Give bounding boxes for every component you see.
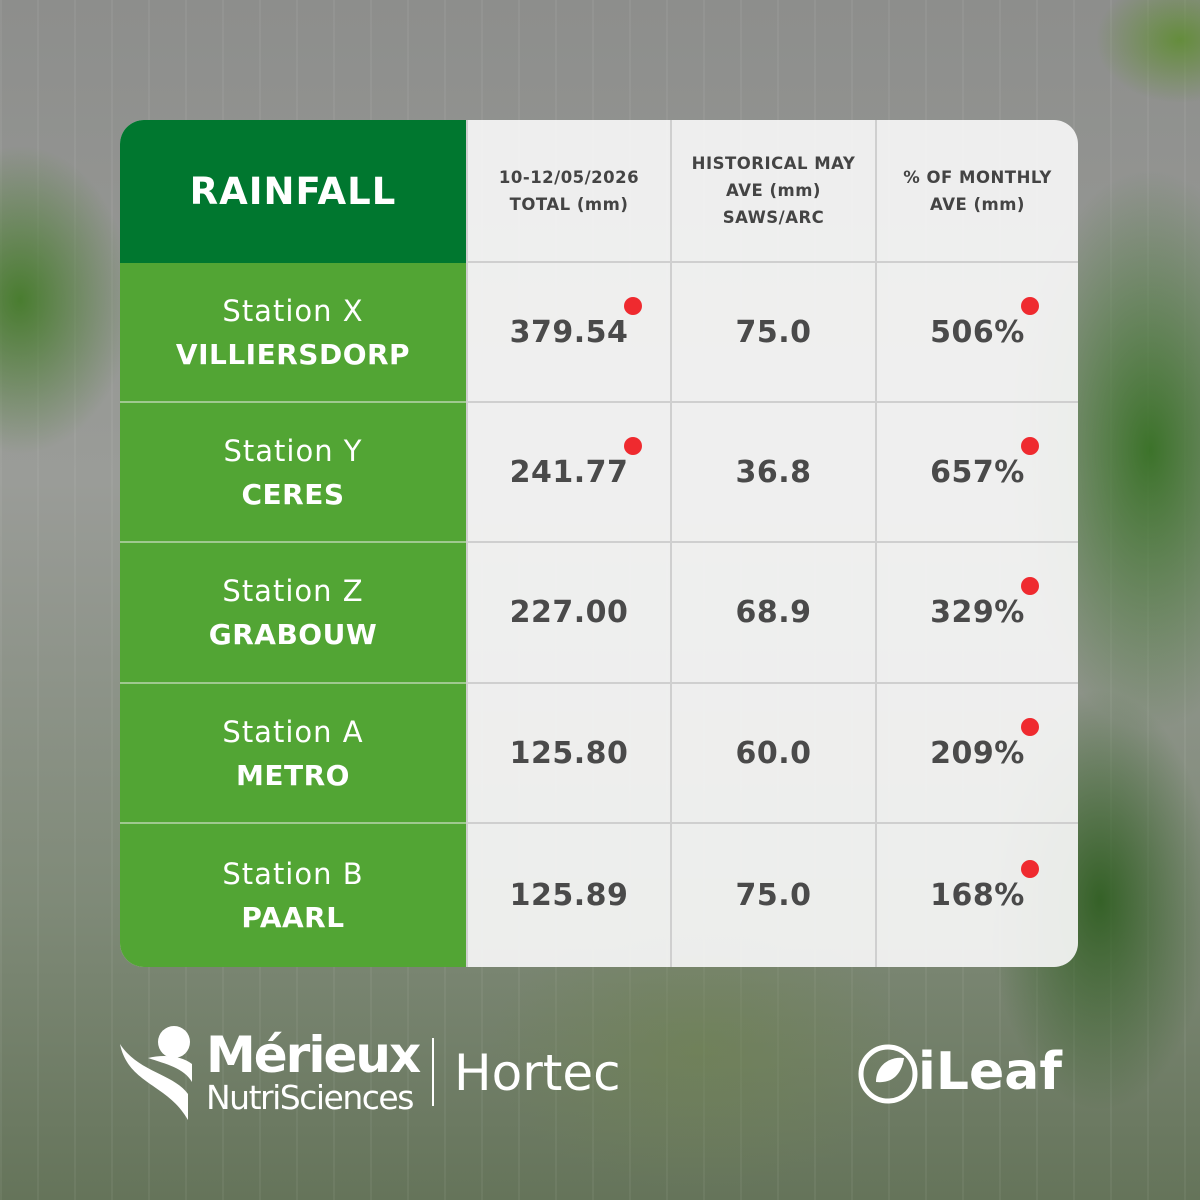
value-cell: 60.0 xyxy=(670,684,875,824)
alert-dot xyxy=(624,296,643,315)
value-cell: 125.89 xyxy=(466,824,670,967)
value-wrap: 68.9 xyxy=(735,595,811,630)
station-name: Station Z xyxy=(222,574,364,608)
value-wrap: 36.8 xyxy=(735,455,811,490)
value-wrap: 209% xyxy=(930,717,1039,771)
divider xyxy=(432,1038,434,1106)
station-cell: Station B PAARL xyxy=(120,824,466,967)
column-header-line: HISTORICAL MAY xyxy=(691,154,856,173)
merieux-logo-icon xyxy=(120,1026,192,1120)
value-cell: 168% xyxy=(875,824,1078,967)
station-name: Station B xyxy=(222,857,364,891)
value-wrap: 75.0 xyxy=(735,315,811,350)
alert-dot xyxy=(1020,436,1039,455)
value-cell: 379.54 xyxy=(466,263,670,403)
value-wrap: 241.77 xyxy=(509,436,643,490)
station-location: PAARL xyxy=(241,901,345,934)
value-cell: 657% xyxy=(875,403,1078,543)
column-header: 10-12/05/2026 TOTAL (mm) xyxy=(466,120,670,263)
alert-dot xyxy=(1020,717,1039,736)
value-cell: 241.77 xyxy=(466,403,670,543)
value-cell: 209% xyxy=(875,684,1078,824)
value-cell: 75.0 xyxy=(670,263,875,403)
value-wrap: 227.00 xyxy=(510,595,629,630)
value-wrap: 379.54 xyxy=(509,296,643,350)
app-name: iLeaf xyxy=(918,1042,1062,1102)
total-value: 241.77 xyxy=(509,454,629,490)
total-value: 379.54 xyxy=(509,314,629,350)
alert-dot xyxy=(1020,577,1039,595)
station-location: METRO xyxy=(236,758,350,792)
station-cell: Station X VILLIERSDORP xyxy=(120,263,466,403)
column-header: % OF MONTHLY AVE (mm) xyxy=(875,120,1078,263)
value-wrap: 60.0 xyxy=(735,736,811,771)
value-cell: 125.80 xyxy=(466,684,670,824)
value-cell: 36.8 xyxy=(670,403,875,543)
column-header-line: SAWS/ARC xyxy=(722,208,825,227)
value-cell: 329% xyxy=(875,543,1078,684)
average-value: 68.9 xyxy=(735,595,812,630)
station-location: VILLIERSDORP xyxy=(175,337,411,371)
total-value: 227.00 xyxy=(509,595,629,630)
total-value: 125.80 xyxy=(509,735,629,771)
column-header-line: TOTAL (mm) xyxy=(509,194,629,214)
average-value: 36.8 xyxy=(735,454,812,490)
alert-dot xyxy=(1020,860,1039,878)
partner: Hortec xyxy=(454,1044,621,1102)
value-cell: 227.00 xyxy=(466,543,670,684)
station-cell: Station A METRO xyxy=(120,684,466,824)
station-location: CERES xyxy=(241,477,345,511)
average-value: 60.0 xyxy=(735,735,812,771)
percent-value: 506% xyxy=(930,314,1025,350)
column-header-line: AVE (mm) xyxy=(930,194,1025,214)
column-header-line: AVE (mm) xyxy=(726,181,821,200)
total-value: 125.89 xyxy=(509,878,629,913)
ileaf-logo-icon xyxy=(858,1044,918,1104)
value-wrap: 125.89 xyxy=(510,878,629,913)
value-cell: 75.0 xyxy=(670,824,875,967)
brand-top: Mérieux xyxy=(206,1026,421,1084)
station-name: Station Y xyxy=(223,433,363,468)
value-wrap: 168% xyxy=(930,860,1039,913)
station-name: Station A xyxy=(222,714,364,749)
percent-value: 329% xyxy=(930,595,1025,630)
percent-value: 209% xyxy=(930,735,1025,771)
percent-value: 657% xyxy=(930,454,1025,490)
table-title: RAINFALL xyxy=(120,120,466,263)
column-header-line: % OF MONTHLY xyxy=(903,167,1052,187)
value-wrap: 75.0 xyxy=(735,878,811,913)
value-cell: 506% xyxy=(875,263,1078,403)
percent-value: 168% xyxy=(930,878,1025,913)
value-wrap: 125.80 xyxy=(510,736,629,771)
station-cell: Station Y CERES xyxy=(120,403,466,543)
alert-dot xyxy=(624,436,643,455)
average-value: 75.0 xyxy=(735,314,812,350)
station-name: Station X xyxy=(222,293,364,328)
alert-dot xyxy=(1020,296,1039,315)
value-wrap: 329% xyxy=(930,577,1039,630)
station-cell: Station Z GRABOUW xyxy=(120,543,466,684)
average-value: 75.0 xyxy=(735,878,812,913)
brand-bottom: NutriSciences xyxy=(206,1078,414,1117)
station-location: GRABOUW xyxy=(208,618,378,651)
column-header-line: 10-12/05/2026 xyxy=(498,167,640,187)
footer: Mérieux NutriSciences Hortec iLeaf xyxy=(0,1020,1200,1130)
value-cell: 68.9 xyxy=(670,543,875,684)
rainfall-table: RAINFALL 10-12/05/2026 TOTAL (mm) HISTORIC… xyxy=(120,120,1078,967)
value-wrap: 506% xyxy=(930,296,1039,350)
column-header: HISTORICAL MAY AVE (mm) SAWS/ARC xyxy=(670,120,875,263)
value-wrap: 657% xyxy=(930,436,1039,490)
